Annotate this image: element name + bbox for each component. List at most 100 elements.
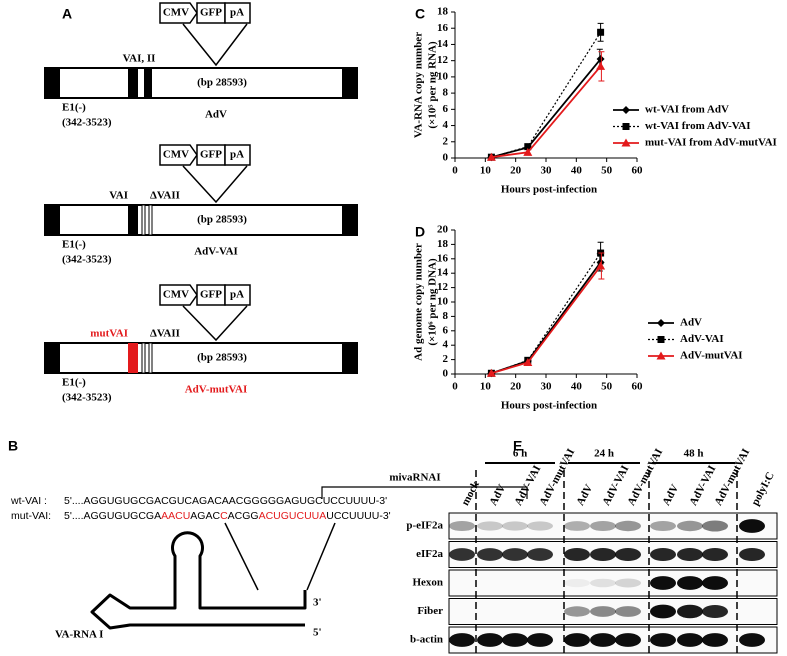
legend-marker (657, 336, 665, 343)
data-point (523, 147, 533, 156)
band (564, 633, 590, 647)
x-tick-label: 30 (541, 165, 553, 177)
itr (342, 343, 357, 373)
band (590, 520, 616, 532)
data-point (596, 55, 605, 64)
x-tick-label: 50 (601, 381, 613, 393)
y-tick-label: 10 (437, 70, 449, 82)
band (677, 633, 703, 647)
legend-label: wt-VAI from AdV (645, 104, 729, 116)
e1-label: E1(-) (62, 102, 86, 114)
insert-site (182, 305, 248, 342)
band (590, 633, 616, 647)
va-label: ΔVAII (150, 328, 180, 340)
x-axis-label: Hours post-infection (501, 400, 597, 412)
band (477, 633, 503, 647)
band (564, 521, 590, 531)
band (527, 548, 553, 561)
data-point (486, 152, 496, 161)
band (615, 578, 641, 588)
legend-label: mut-VAI from AdV-mutVAI (645, 137, 777, 149)
sequence-name: wt-VAI : (10, 495, 47, 507)
x-tick-label: 50 (601, 165, 613, 177)
y-tick-label: 14 (437, 267, 449, 279)
end-label: 5' (313, 627, 322, 639)
y-tick-label: 6 (443, 324, 449, 336)
insert-arrow (159, 2, 198, 24)
blot-label: p-eIF2a (406, 520, 443, 532)
insert-label: CMV (163, 289, 189, 301)
band (739, 547, 765, 562)
insert-box (224, 2, 251, 24)
itr (45, 205, 60, 235)
genome-size: (bp 28593) (197, 352, 247, 364)
lane-label: AdV-mutVAI (537, 447, 577, 508)
itr (342, 68, 357, 98)
band (615, 547, 641, 562)
band (477, 521, 503, 531)
x-tick-label: 10 (480, 165, 492, 177)
legend-label: AdV-VAI (680, 333, 724, 345)
x-tick-label: 20 (510, 165, 522, 177)
x-axis-label: Hours post-infection (501, 184, 597, 196)
x-tick-label: 60 (632, 165, 644, 177)
timepoint-label: 6 h (513, 448, 527, 460)
e1-range: (342-3523) (62, 117, 112, 129)
insert-label: pA (230, 289, 244, 301)
series-line (491, 252, 602, 374)
data-point (523, 357, 533, 366)
genome-bar (44, 342, 358, 374)
sequence-segment: AACU (161, 510, 190, 522)
data-point (524, 143, 532, 151)
legend-label: AdV (680, 317, 702, 329)
x-tick-label: 0 (452, 381, 458, 393)
band (677, 604, 703, 619)
bracket-label: mivaRNAI (389, 472, 440, 484)
y-tick-label: 0 (443, 368, 449, 380)
band (677, 547, 703, 562)
timepoint-label: 24 h (594, 448, 614, 460)
zoom-line (224, 522, 259, 591)
band (564, 547, 590, 562)
x-tick-label: 40 (571, 165, 583, 177)
y-tick-label: 12 (437, 281, 449, 293)
sequence-segment: ACUGUCUUA (259, 510, 327, 522)
y-tick-label: 14 (437, 38, 449, 50)
y-tick-label: 4 (443, 339, 449, 351)
series-line (491, 265, 602, 375)
band (702, 520, 728, 532)
va-label: ΔVAII (150, 190, 180, 202)
data-point (596, 61, 606, 70)
data-point (596, 261, 606, 270)
y-tick-label: 8 (443, 87, 449, 99)
panel-label: C (415, 6, 425, 22)
sequence-segment: 5'....AGGUGUGCGA (64, 510, 161, 522)
band (590, 547, 616, 562)
rna-structure (90, 531, 307, 630)
y-tick-label: 2 (443, 135, 449, 147)
band (650, 633, 676, 647)
rna-name: VA-RNA I (55, 629, 103, 641)
sequence-segment: UCCUUUU-3' (326, 510, 390, 522)
band (739, 633, 765, 647)
band (527, 633, 553, 647)
genome-size: (bp 28593) (197, 77, 247, 89)
insert-box (224, 144, 251, 166)
blot-label: b-actin (410, 634, 443, 646)
lane-label: AdV-mutVAI (625, 447, 665, 508)
insert-site (182, 165, 248, 204)
insert-arrow (159, 284, 198, 306)
x-tick-label: 0 (452, 165, 458, 177)
sequence-segment: ACGG (228, 510, 259, 522)
e1-label: E1(-) (62, 377, 86, 389)
insert-label: CMV (163, 7, 189, 19)
lane-label: AdV-mutVAI (712, 447, 752, 508)
blot-row (448, 512, 778, 540)
genome-size: (bp 28593) (197, 214, 247, 226)
sequence-segment: AGAC (190, 510, 220, 522)
y-tick-label: 16 (437, 252, 449, 264)
panel-label: D (415, 224, 425, 240)
y-tick-label: 2 (443, 353, 449, 365)
panel-label: A (62, 6, 72, 22)
insert-label: GFP (200, 7, 222, 19)
